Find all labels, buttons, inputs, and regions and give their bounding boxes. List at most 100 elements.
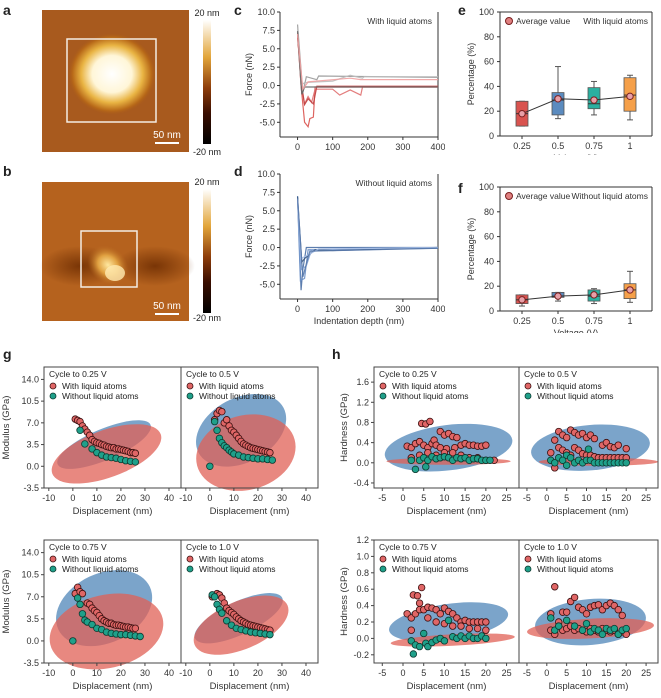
x-tick-label: 40: [301, 668, 311, 678]
ellipse-with-liquid: [193, 595, 289, 655]
x-tick-label: 0: [70, 493, 75, 503]
mean-line: [521, 95, 631, 115]
legend-marker-without: [49, 565, 57, 573]
x-axis-label: Displacement (nm): [407, 681, 487, 692]
panel-label-f: f: [458, 180, 463, 196]
point-without-liquid: [210, 593, 219, 601]
x-axis-label: Displacement (nm): [549, 681, 629, 692]
point-without-liquid: [268, 456, 277, 464]
force-curve-curve4: [296, 196, 439, 264]
x-tick-label: 20: [621, 493, 631, 503]
y-tick-label: -5.0: [259, 279, 275, 289]
y-tick-label: 60: [484, 232, 494, 242]
point-without-liquid: [562, 616, 571, 625]
y-tick-label: 0.8: [356, 568, 369, 578]
x-tick-label: 1: [627, 141, 632, 151]
y-tick-label: 100: [479, 182, 494, 192]
y-tick-label: 1.6: [356, 377, 369, 387]
selection-box: [80, 230, 138, 288]
chart-hardness: Cycle to 0.25 V With liquid atomsWithout …: [339, 366, 659, 692]
x-tick-label: 200: [360, 142, 375, 150]
x-axis-label: Displacement (nm): [210, 506, 290, 517]
force-curve-curve3: [296, 199, 439, 271]
legend-marker-without: [379, 392, 387, 400]
subplot-frame: [518, 539, 659, 664]
x-tick-label: 100: [325, 142, 340, 150]
point-without-liquid: [622, 459, 630, 467]
legend-marker-with: [49, 555, 57, 563]
point-with-liquid: [131, 449, 140, 457]
point-without-liquid: [547, 614, 555, 622]
y-tick-label: -3.5: [23, 658, 39, 668]
colorbar-min: -20 nm: [193, 147, 221, 156]
colorbar-max: 20 nm: [194, 8, 219, 18]
selection-box: [66, 38, 157, 123]
legend-marker-with: [186, 555, 194, 563]
afm-shadow: [115, 246, 195, 286]
point-with-liquid: [457, 622, 465, 630]
y-tick-label: 10.5: [21, 570, 39, 580]
y-tick-label: 0.0: [356, 633, 369, 643]
mean-marker: [518, 109, 526, 118]
y-tick-label: 0: [489, 306, 494, 316]
point-with-liquid: [551, 436, 559, 444]
subplot-title: Cycle to 1.0 V: [524, 542, 577, 552]
point-without-liquid: [76, 426, 84, 434]
x-tick-label: 10: [582, 668, 592, 678]
mean-marker: [590, 96, 598, 104]
y-tick-label: 0: [489, 131, 494, 141]
point-without-liquid: [76, 600, 84, 609]
x-tick-label: 40: [164, 493, 174, 503]
x-tick-label: -10: [42, 668, 55, 678]
legend-marker-with: [49, 382, 57, 390]
annotation: With liquid atoms: [583, 16, 648, 26]
legend-label-with: With liquid atoms: [199, 554, 264, 564]
colorbar-max: 20 nm: [194, 177, 219, 187]
x-tick-label: 5: [564, 668, 569, 678]
x-tick-label: 40: [301, 493, 311, 503]
point-with-liquid: [78, 589, 87, 598]
subplot-title: Cycle to 0.25 V: [379, 369, 437, 379]
legend-label-with: With liquid atoms: [537, 554, 602, 564]
x-tick-label: 0.5: [552, 141, 565, 151]
x-tick-label: 20: [481, 493, 491, 503]
legend-label: Average value: [516, 16, 570, 26]
y-axis-label: Percentage (%): [466, 218, 476, 281]
x-tick-label: 300: [395, 304, 410, 314]
force-curve-curve4: [296, 24, 439, 94]
point-without-liquid: [415, 642, 424, 651]
x-tick-label: 10: [439, 493, 449, 503]
y-tick-label: 0.0: [356, 458, 369, 468]
legend-marker-without: [186, 565, 194, 573]
legend-label-without: Without liquid atoms: [537, 564, 614, 574]
y-axis-label: Force (nN): [244, 53, 254, 96]
panel-label-b: b: [3, 163, 12, 179]
x-axis-label: Displacement (nm): [73, 506, 153, 517]
x-tick-label: 15: [460, 493, 470, 503]
y-tick-label: 20: [484, 281, 494, 291]
x-tick-label: 20: [116, 668, 126, 678]
y-axis-label: Hardness (GPa): [339, 393, 350, 462]
point-with-liquid: [266, 448, 274, 457]
y-axis-label: Force (nN): [244, 215, 254, 258]
x-tick-label: 0: [207, 668, 212, 678]
y-tick-label: 10.0: [257, 169, 275, 179]
point-with-liquid: [453, 433, 461, 442]
point-with-liquid: [436, 610, 444, 618]
point-without-liquid: [486, 456, 494, 464]
x-tick-label: 25: [641, 493, 651, 503]
subplot-3: Cycle to 0.75 V With liquid atomsWithout …: [1, 539, 182, 692]
y-tick-label: 1.2: [356, 397, 369, 407]
y-tick-label: 0.8: [356, 417, 369, 427]
point-without-liquid: [598, 630, 607, 638]
x-tick-label: 20: [253, 668, 263, 678]
panel-label-a: a: [3, 2, 11, 18]
point-without-liquid: [131, 458, 140, 466]
x-axis-label: Voltage (V): [554, 153, 599, 155]
x-tick-label: 15: [601, 668, 611, 678]
y-tick-label: -0.4: [353, 478, 369, 488]
y-tick-label: -2.5: [259, 261, 275, 271]
point-without-liquid: [411, 465, 420, 474]
